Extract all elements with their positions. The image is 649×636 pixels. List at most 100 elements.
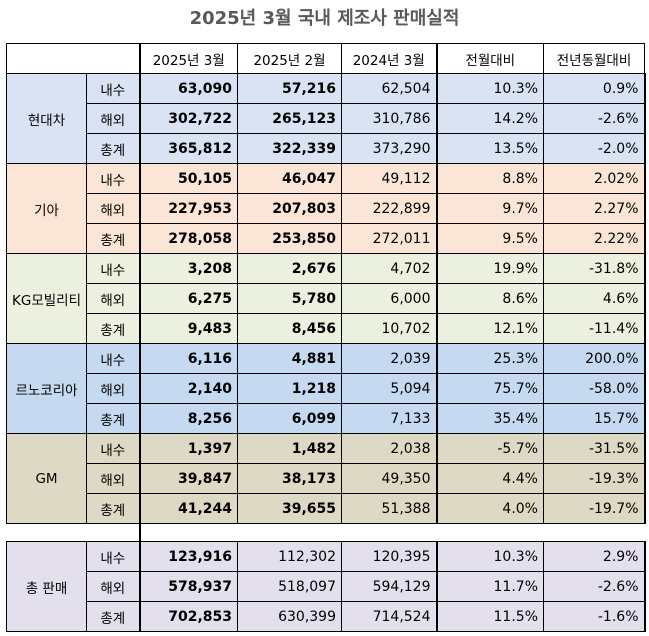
value-mar-2025: 63,090 bbox=[139, 73, 238, 104]
value-mom: 8.6% bbox=[436, 283, 544, 314]
table-row: 해외 6,275 5,780 6,000 8.6% 4.6% bbox=[7, 283, 646, 314]
value-mar-2024: 6,000 bbox=[341, 283, 438, 314]
value-yoy: 2.27% bbox=[543, 193, 646, 224]
table-row: 해외 302,722 265,123 310,786 14.2% -2.6% bbox=[7, 103, 646, 134]
row-type: 해외 bbox=[86, 373, 141, 404]
value-mar-2025: 702,853 bbox=[139, 601, 238, 632]
table-row: 르노코리아 내수 6,116 4,881 2,039 25.3% 200.0% bbox=[6, 343, 646, 434]
value-mom: 10.3% bbox=[436, 73, 544, 104]
table-row: 해외 39,847 38,173 49,350 4.4% -19.3% bbox=[7, 463, 646, 494]
value-feb-2025: 39,655 bbox=[237, 493, 342, 524]
value-mar-2025: 302,722 bbox=[139, 103, 238, 134]
value-mar-2024: 49,112 bbox=[341, 163, 438, 194]
value-mar-2024: 4,702 bbox=[341, 253, 438, 284]
value-mar-2024: 49,350 bbox=[341, 463, 438, 494]
page-title: 2025년 3월 국내 제조사 판매실적 bbox=[189, 8, 460, 29]
value-yoy: -19.3% bbox=[543, 463, 646, 494]
value-mar-2024: 10,702 bbox=[341, 313, 438, 344]
value-feb-2025: 253,850 bbox=[237, 223, 342, 254]
table-row: 총계 702,853 630,399 714,524 11.5% -1.6% bbox=[7, 601, 646, 632]
value-yoy: 2.02% bbox=[543, 163, 646, 194]
value-feb-2025: 4,881 bbox=[237, 343, 342, 374]
value-mar-2024: 272,011 bbox=[341, 223, 438, 254]
value-mar-2024: 51,388 bbox=[341, 493, 438, 524]
value-mar-2025: 6,116 bbox=[139, 343, 238, 374]
value-mom: 75.7% bbox=[436, 373, 544, 404]
value-feb-2025: 1,482 bbox=[237, 433, 342, 464]
value-mar-2024: 7,133 bbox=[341, 403, 438, 434]
total-sales-table: 총 판매 내수 123,916 112,302 120,395 10.3% 2.9% 해외 57… bbox=[6, 541, 646, 632]
header-row: 2025년 3월 2025년 2월 2024년 3월 전월대비 전년동월대비 bbox=[6, 43, 645, 74]
value-mar-2025: 8,256 bbox=[139, 403, 238, 434]
value-yoy: -11.4% bbox=[543, 313, 646, 344]
value-mar-2024: 222,899 bbox=[341, 193, 438, 224]
value-yoy: -31.8% bbox=[543, 253, 646, 284]
value-mar-2024: 5,094 bbox=[341, 373, 438, 404]
value-mar-2024: 373,290 bbox=[341, 133, 438, 164]
brand-name: 르노코리아 bbox=[6, 343, 87, 434]
value-mar-2025: 1,397 bbox=[139, 433, 238, 464]
table-row: 현대차 내수 63,090 57,216 62,504 10.3% 0.9% bbox=[6, 73, 646, 164]
row-type: 총계 bbox=[86, 493, 141, 524]
row-type: 내수 bbox=[86, 433, 141, 464]
brand-name: 기아 bbox=[6, 163, 87, 254]
value-mar-2024: 2,038 bbox=[341, 433, 438, 464]
value-feb-2025: 322,339 bbox=[237, 133, 342, 164]
value-yoy: -58.0% bbox=[543, 373, 646, 404]
row-type: 해외 bbox=[86, 103, 141, 134]
value-mom: 19.9% bbox=[436, 253, 544, 284]
value-feb-2025: 630,399 bbox=[237, 601, 342, 632]
value-mar-2025: 365,812 bbox=[139, 133, 238, 164]
row-type: 해외 bbox=[86, 193, 141, 224]
value-mar-2025: 6,275 bbox=[139, 283, 238, 314]
table-row: 총 판매 내수 123,916 112,302 120,395 10.3% 2.9% bbox=[6, 541, 646, 632]
column-header: 2025년 3월 bbox=[139, 43, 238, 74]
header-corner bbox=[6, 43, 141, 74]
value-mom: 25.3% bbox=[436, 343, 544, 374]
value-yoy: -31.5% bbox=[543, 433, 646, 464]
row-type: 총계 bbox=[86, 601, 141, 632]
brand-name: 현대차 bbox=[6, 73, 87, 164]
table-row: KG모빌리티 내수 3,208 2,676 4,702 19.9% -31.8% bbox=[6, 253, 646, 344]
table-row: 총계 365,812 322,339 373,290 13.5% -2.0% bbox=[7, 133, 646, 164]
row-type: 총계 bbox=[86, 223, 141, 254]
value-yoy: -19.7% bbox=[543, 493, 646, 524]
table-row: 해외 227,953 207,803 222,899 9.7% 2.27% bbox=[7, 193, 646, 224]
row-type: 총계 bbox=[86, 403, 141, 434]
table-row: GM 내수 1,397 1,482 2,038 -5.7% -31.5% bbox=[6, 433, 646, 524]
value-feb-2025: 57,216 bbox=[237, 73, 342, 104]
table-row: 해외 578,937 518,097 594,129 11.7% -2.6% bbox=[7, 571, 646, 602]
row-type: 내수 bbox=[86, 253, 141, 284]
row-type: 해외 bbox=[86, 571, 141, 602]
brand-name: KG모빌리티 bbox=[6, 253, 87, 344]
value-yoy: 2.9% bbox=[543, 541, 646, 572]
value-mar-2024: 594,129 bbox=[341, 571, 438, 602]
column-header: 2025년 2월 bbox=[237, 43, 342, 74]
sales-table: 2025년 3월 2025년 2월 2024년 3월 전월대비 전년동월대비 현대차 내수 6… bbox=[6, 43, 646, 524]
value-mar-2025: 2,140 bbox=[139, 373, 238, 404]
value-mar-2024: 120,395 bbox=[341, 541, 438, 572]
value-mom: 9.5% bbox=[436, 223, 544, 254]
value-mom: 11.5% bbox=[436, 601, 544, 632]
brand-name: 총 판매 bbox=[6, 541, 87, 632]
value-mar-2025: 227,953 bbox=[139, 193, 238, 224]
value-feb-2025: 38,173 bbox=[237, 463, 342, 494]
table-row: 해외 2,140 1,218 5,094 75.7% -58.0% bbox=[7, 373, 646, 404]
value-mar-2025: 278,058 bbox=[139, 223, 238, 254]
table-row: 총계 278,058 253,850 272,011 9.5% 2.22% bbox=[7, 223, 646, 254]
value-yoy: -2.0% bbox=[543, 133, 646, 164]
value-yoy: 200.0% bbox=[543, 343, 646, 374]
value-feb-2025: 112,302 bbox=[237, 541, 342, 572]
value-mom: 35.4% bbox=[436, 403, 544, 434]
value-mar-2025: 39,847 bbox=[139, 463, 238, 494]
row-type: 해외 bbox=[86, 463, 141, 494]
value-yoy: 15.7% bbox=[543, 403, 646, 434]
value-yoy: -2.6% bbox=[543, 103, 646, 134]
value-mar-2025: 123,916 bbox=[139, 541, 238, 572]
row-type: 내수 bbox=[86, 163, 141, 194]
value-mar-2025: 41,244 bbox=[139, 493, 238, 524]
value-mar-2024: 62,504 bbox=[341, 73, 438, 104]
value-mom: 14.2% bbox=[436, 103, 544, 134]
value-mom: 13.5% bbox=[436, 133, 544, 164]
value-feb-2025: 5,780 bbox=[237, 283, 342, 314]
